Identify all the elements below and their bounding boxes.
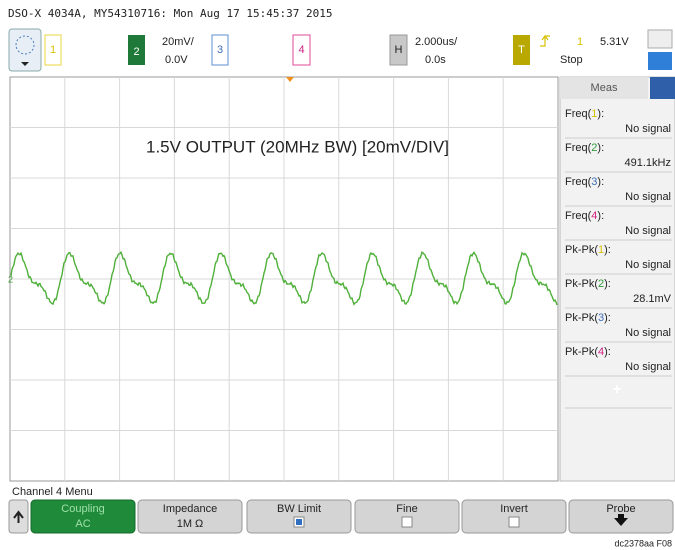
- ch3-label: 3: [217, 44, 223, 56]
- checkbox[interactable]: [508, 516, 520, 528]
- meas-label: Pk-Pk(2):: [565, 278, 611, 290]
- meas-label-part: Freq(: [565, 108, 592, 120]
- trigger-source: 1: [577, 36, 583, 48]
- menu-button-label: Fine: [396, 503, 417, 515]
- meas-label-part: 2: [598, 278, 604, 290]
- meas-value: No signal: [625, 191, 671, 203]
- horizontal-delay: 0.0s: [425, 54, 446, 66]
- meas-label-part: Pk-Pk(: [565, 244, 598, 256]
- meas-label-part: ):: [597, 108, 604, 120]
- menu-button-value: AC: [75, 518, 90, 530]
- header-title: DSO-X 4034A, MY54310716: Mon Aug 17 15:4…: [8, 7, 333, 20]
- meas-label: Freq(4):: [565, 210, 604, 222]
- meas-label-part: Freq(: [565, 176, 592, 188]
- meas-panel: [559, 76, 675, 482]
- meas-value: No signal: [625, 361, 671, 373]
- icon-arrow: [21, 62, 29, 66]
- meas-tab-icon[interactable]: [650, 77, 675, 99]
- trigger-edge-icon: [540, 35, 550, 47]
- annotation: 1.5V OUTPUT (20MHz BW) [20mV/DIV]: [146, 137, 449, 156]
- meas-label-part: ):: [597, 176, 604, 188]
- ch4-box[interactable]: [292, 34, 311, 66]
- meas-value: No signal: [625, 327, 671, 339]
- menu-button-value: 1M Ω: [177, 518, 204, 530]
- meas-label: Freq(3):: [565, 176, 604, 188]
- menu-button[interactable]: [30, 499, 136, 534]
- meas-value: No signal: [625, 123, 671, 135]
- acquire-icon[interactable]: [8, 28, 42, 72]
- meas-label-part: ):: [597, 210, 604, 222]
- ch3-box[interactable]: [211, 34, 229, 66]
- meas-label-part: 3: [598, 312, 604, 324]
- horizontal-scale: 2.000us/: [415, 36, 458, 48]
- meas-value: No signal: [625, 259, 671, 271]
- meas-label-part: 4: [598, 346, 604, 358]
- probe-arrow: [614, 514, 628, 526]
- menu-button-label: Invert: [500, 503, 528, 515]
- meas-label-part: 1: [591, 108, 597, 120]
- trigger-label: T: [518, 44, 525, 56]
- ch4-label: 4: [298, 44, 304, 56]
- meas-label-part: 3: [591, 176, 597, 188]
- meas-value: 491.1kHz: [625, 157, 671, 169]
- window-icon[interactable]: [647, 29, 673, 49]
- meas-label-part: ):: [604, 312, 611, 324]
- grid: [10, 77, 558, 481]
- menu-button-label: Coupling: [61, 503, 104, 515]
- menu-button-label: Impedance: [163, 503, 217, 515]
- meas-title: Meas: [591, 82, 618, 94]
- menu-button[interactable]: [137, 499, 243, 534]
- meas-label: Freq(2):: [565, 142, 604, 154]
- ch1-label: 1: [50, 44, 56, 56]
- waveform-trace: [10, 250, 558, 306]
- meas-value: 28.1mV: [633, 293, 672, 305]
- meas-label-part: 4: [591, 210, 597, 222]
- horizontal-box[interactable]: [389, 34, 408, 66]
- horizontal-label: H: [395, 44, 403, 56]
- ground-marker: 2: [8, 274, 13, 284]
- meas-label-part: Freq(: [565, 142, 592, 154]
- meas-label-part: ):: [604, 244, 611, 256]
- meas-label-part: Pk-Pk(: [565, 346, 598, 358]
- meas-label: Pk-Pk(3):: [565, 312, 611, 324]
- footer-code: dc2378aa F08: [614, 538, 672, 548]
- meas-label: Pk-Pk(1):: [565, 244, 611, 256]
- trigger-level: 5.31V: [600, 36, 629, 48]
- icon-graphic: [15, 35, 35, 55]
- meas-label: Pk-Pk(4):: [565, 346, 611, 358]
- trigger-state: Stop: [560, 54, 583, 66]
- meas-value: No signal: [625, 225, 671, 237]
- meas-add[interactable]: +: [612, 381, 621, 398]
- ch1-box[interactable]: [44, 34, 62, 66]
- meas-tab[interactable]: [560, 77, 648, 99]
- ch2-scale: 20mV/: [162, 36, 195, 48]
- meas-label-part: 2: [591, 142, 597, 154]
- meas-label-part: Pk-Pk(: [565, 278, 598, 290]
- checkbox[interactable]: [401, 516, 413, 528]
- menu-button-label: BW Limit: [277, 503, 321, 515]
- menu-title: Channel 4 Menu: [12, 486, 93, 498]
- ch2-label: 2: [133, 46, 139, 58]
- menu-button-label: Probe: [606, 503, 635, 515]
- back-arrow: [13, 510, 24, 523]
- ch2-box[interactable]: [128, 35, 145, 65]
- meas-label-part: ):: [597, 142, 604, 154]
- meas-label-part: 1: [598, 244, 604, 256]
- cursor-icon[interactable]: [648, 52, 672, 70]
- meas-label-part: ):: [604, 278, 611, 290]
- trigger-position-marker: [286, 77, 294, 82]
- meas-label-part: ):: [604, 346, 611, 358]
- meas-label-part: Freq(: [565, 210, 592, 222]
- meas-label-part: Pk-Pk(: [565, 312, 598, 324]
- meas-label: Freq(1):: [565, 108, 604, 120]
- ch2-offset: 0.0V: [165, 54, 188, 66]
- trigger-box[interactable]: [513, 35, 530, 65]
- checkbox-check: [296, 519, 302, 525]
